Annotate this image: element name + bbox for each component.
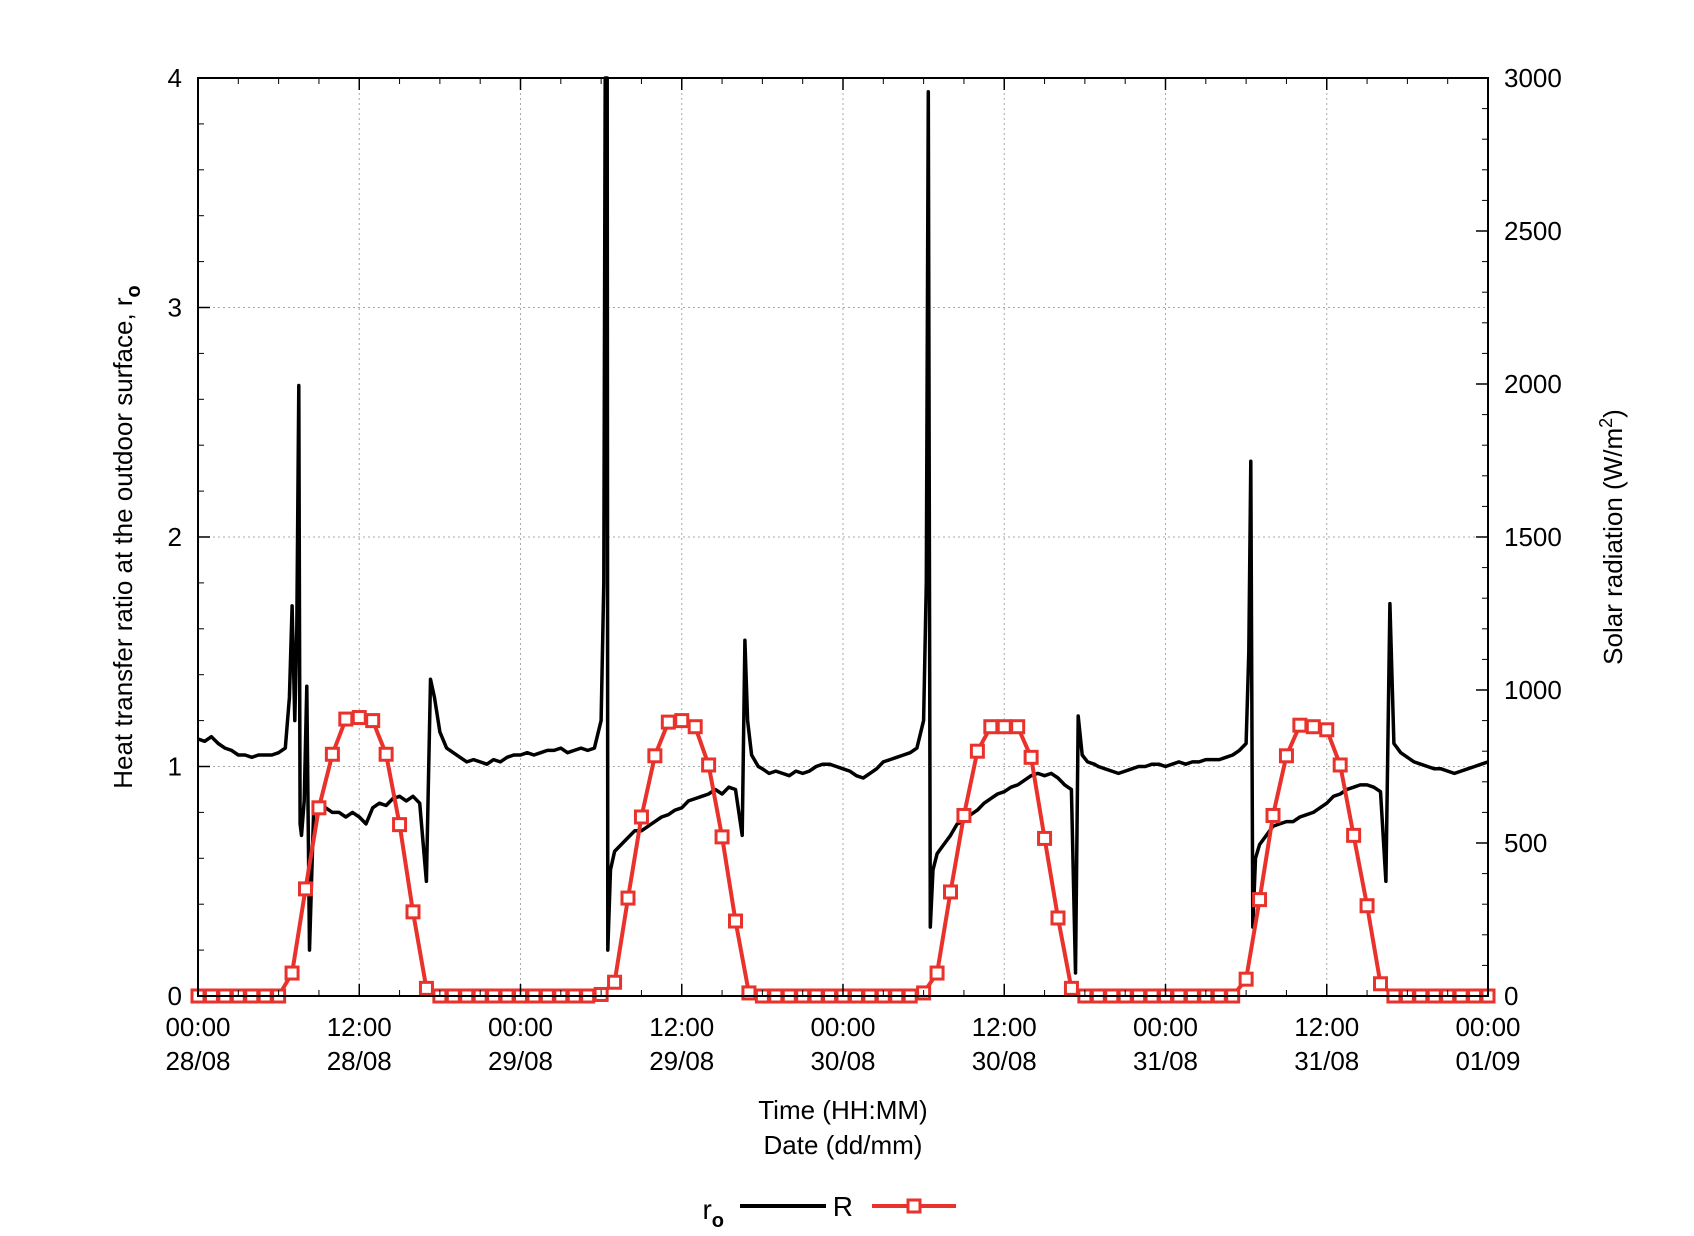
x-axis-title-line2: Date (dd/mm): [764, 1130, 923, 1160]
grid-lines: [198, 78, 1488, 996]
y-axis-right-title-end: ): [1598, 409, 1628, 418]
series-R-marker: [311, 800, 327, 816]
y-right-tick-label: 0: [1504, 981, 1518, 1011]
y-axis-right-title: Solar radiation (W/m2): [1596, 409, 1628, 665]
y-left-tick-label: 3: [168, 293, 182, 323]
y-axis-right-title-superscript: 2: [1596, 418, 1616, 428]
series-R-marker: [1265, 807, 1281, 823]
legend-label-ro: ro: [702, 1194, 724, 1232]
series-R-marker: [633, 809, 649, 825]
y-axis-left-title-main: Heat transfer ratio at the outdoor surfa…: [108, 297, 138, 789]
y-left-tick-label: 1: [168, 752, 182, 782]
x-tick-label-time: 00:00: [488, 1012, 553, 1042]
series-R-marker: [338, 711, 354, 727]
x-tick-label-date: 29/08: [488, 1046, 553, 1076]
series-R-marker: [714, 829, 730, 845]
series-R-marker: [1346, 827, 1362, 843]
series-R-marker: [1305, 719, 1321, 735]
series-R-marker: [1373, 976, 1388, 992]
y-left-tick-label: 0: [168, 981, 182, 1011]
x-tick-label-date: 31/08: [1133, 1046, 1198, 1076]
series-R-marker: [351, 710, 367, 726]
y-left-tick-label: 4: [168, 63, 182, 93]
y-right-tick-label: 2000: [1504, 369, 1562, 399]
x-tick-label-date: 30/08: [972, 1046, 1037, 1076]
x-tick-label-time: 00:00: [1455, 1012, 1520, 1042]
legend-label-ro-subscript: o: [712, 1210, 724, 1232]
y-axis-right-title-main: Solar radiation (W/m: [1598, 428, 1628, 665]
x-tick-label-date: 31/08: [1294, 1046, 1359, 1076]
y-right-tick-label: 2500: [1504, 216, 1562, 246]
series-R-marker: [1063, 980, 1079, 996]
series-R-marker: [284, 965, 300, 981]
legend-swatch-r-marker: [906, 1198, 922, 1214]
x-tick-label-date: 01/09: [1455, 1046, 1520, 1076]
series-R-marker: [929, 965, 945, 981]
x-tick-label-date: 30/08: [810, 1046, 875, 1076]
series-R-marker: [943, 884, 958, 900]
series-R-marker: [405, 904, 421, 920]
series-ro-line: [197, 76, 1489, 975]
series-R-marker: [392, 817, 408, 833]
series-R-marker: [647, 748, 663, 764]
y-right-tick-label: 1500: [1504, 522, 1562, 552]
series-R-marker: [1332, 757, 1348, 773]
series-R-marker: [687, 719, 703, 735]
y-right-tick-label: 500: [1504, 828, 1547, 858]
series-R-marker: [728, 913, 743, 929]
series-R-marker: [674, 713, 690, 729]
series-R-marker: [378, 746, 394, 762]
series-R-marker: [1252, 892, 1268, 908]
series-R-marker: [607, 974, 623, 990]
axis-ticks: 0 1 2 3 4 0 500 1000 1500 2000 2500 3000 00:00 28/08 1…: [165, 63, 1561, 1076]
series-R-marker: [969, 743, 985, 759]
series-R-marker: [983, 719, 999, 735]
y-right-tick-label: 3000: [1504, 63, 1562, 93]
series-R-marker: [365, 713, 381, 729]
y-left-tick-label: 2: [168, 522, 182, 552]
series-R-marker: [1359, 898, 1375, 914]
series-R-marker: [701, 757, 717, 773]
y-right-tick-label: 1000: [1504, 675, 1562, 705]
series-R-marker: [324, 746, 340, 762]
x-tick-label-time: 12:00: [327, 1012, 392, 1042]
x-tick-label-date: 29/08: [649, 1046, 714, 1076]
series-R-marker: [298, 881, 313, 897]
y-axis-left-title-subscript: o: [123, 285, 145, 297]
series-R-marker: [1050, 910, 1066, 926]
x-tick-label-time: 00:00: [810, 1012, 875, 1042]
series-R-marker: [1292, 717, 1308, 733]
legend: ro R: [702, 1191, 956, 1232]
series-R-marker: [620, 890, 636, 906]
series-R-marker: [1238, 971, 1254, 987]
x-tick-label-time: 12:00: [972, 1012, 1037, 1042]
series-R-marker: [1319, 722, 1335, 738]
series-R-marker: [1023, 749, 1039, 765]
x-tick-label-time: 12:00: [1294, 1012, 1359, 1042]
series-R-marker: [741, 985, 757, 1001]
x-tick-label-date: 28/08: [327, 1046, 392, 1076]
series-R-marker: [660, 714, 676, 730]
x-tick-label-time: 12:00: [649, 1012, 714, 1042]
legend-label-ro-main: r: [702, 1194, 711, 1225]
x-axis-title-line1: Time (HH:MM): [758, 1095, 927, 1125]
legend-label-r: R: [833, 1191, 853, 1222]
series-R-marker: [1010, 719, 1026, 735]
series-R-marker: [418, 980, 434, 996]
series-R-marker: [996, 719, 1012, 735]
series-R-marker: [1278, 748, 1294, 764]
x-tick-label-time: 00:00: [165, 1012, 230, 1042]
x-tick-label-time: 00:00: [1133, 1012, 1198, 1042]
series-R-marker: [1037, 830, 1053, 846]
series-R-marker: [956, 807, 972, 823]
y-axis-left-title: Heat transfer ratio at the outdoor surfa…: [108, 285, 145, 789]
x-tick-label-date: 28/08: [165, 1046, 230, 1076]
